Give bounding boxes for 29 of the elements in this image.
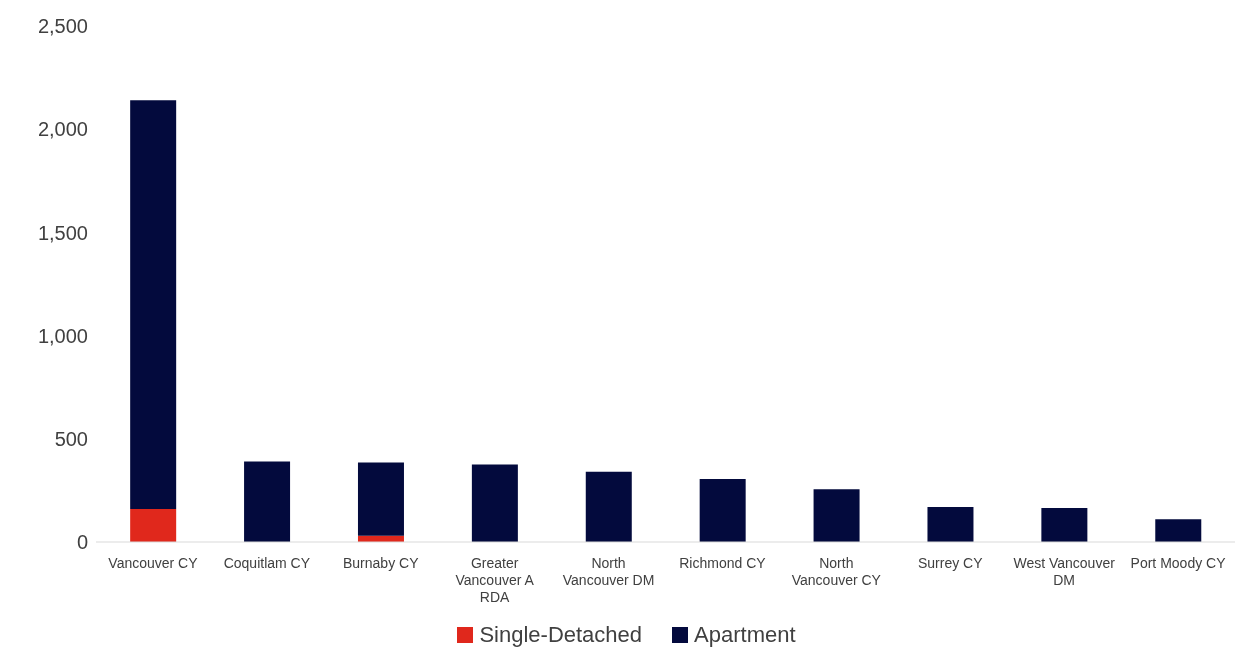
bar xyxy=(130,508,177,542)
y-tick-label: 0 xyxy=(76,531,88,554)
x-tick-label: Coquitlam CY xyxy=(223,555,311,571)
x-tick-label: Burnaby CY xyxy=(343,555,420,571)
bar xyxy=(699,479,746,542)
y-tick-label: 1,000 xyxy=(37,324,88,347)
bar xyxy=(585,471,632,542)
x-tick-label: Vancouver CY xyxy=(108,555,199,571)
x-tick-label: West Vancouver DM xyxy=(1013,555,1116,588)
y-tick-label: 500 xyxy=(54,427,88,450)
bar xyxy=(244,461,291,542)
bar xyxy=(1155,519,1202,542)
bar xyxy=(813,489,860,542)
x-tick-label: North Vancouver DM xyxy=(562,555,655,588)
y-tick-label: 1,500 xyxy=(37,221,88,244)
bar xyxy=(357,462,404,536)
bar xyxy=(130,100,177,509)
bar xyxy=(1041,507,1088,542)
x-tick-label: Richmond CY xyxy=(679,555,767,571)
x-tick-label: North Vancouver CY xyxy=(791,555,882,588)
legend-label: Apartment xyxy=(693,622,796,648)
x-tick-label: Port Moody CY xyxy=(1130,555,1227,571)
x-tick-label: Greater Vancouver A RDA xyxy=(455,555,535,605)
bar xyxy=(471,464,518,542)
x-tick-label: Surrey CY xyxy=(917,555,984,571)
bar xyxy=(927,506,974,542)
y-tick-label: 2,500 xyxy=(37,15,88,38)
legend-label: Single-Detached xyxy=(478,622,643,648)
y-tick-label: 2,000 xyxy=(37,118,88,141)
